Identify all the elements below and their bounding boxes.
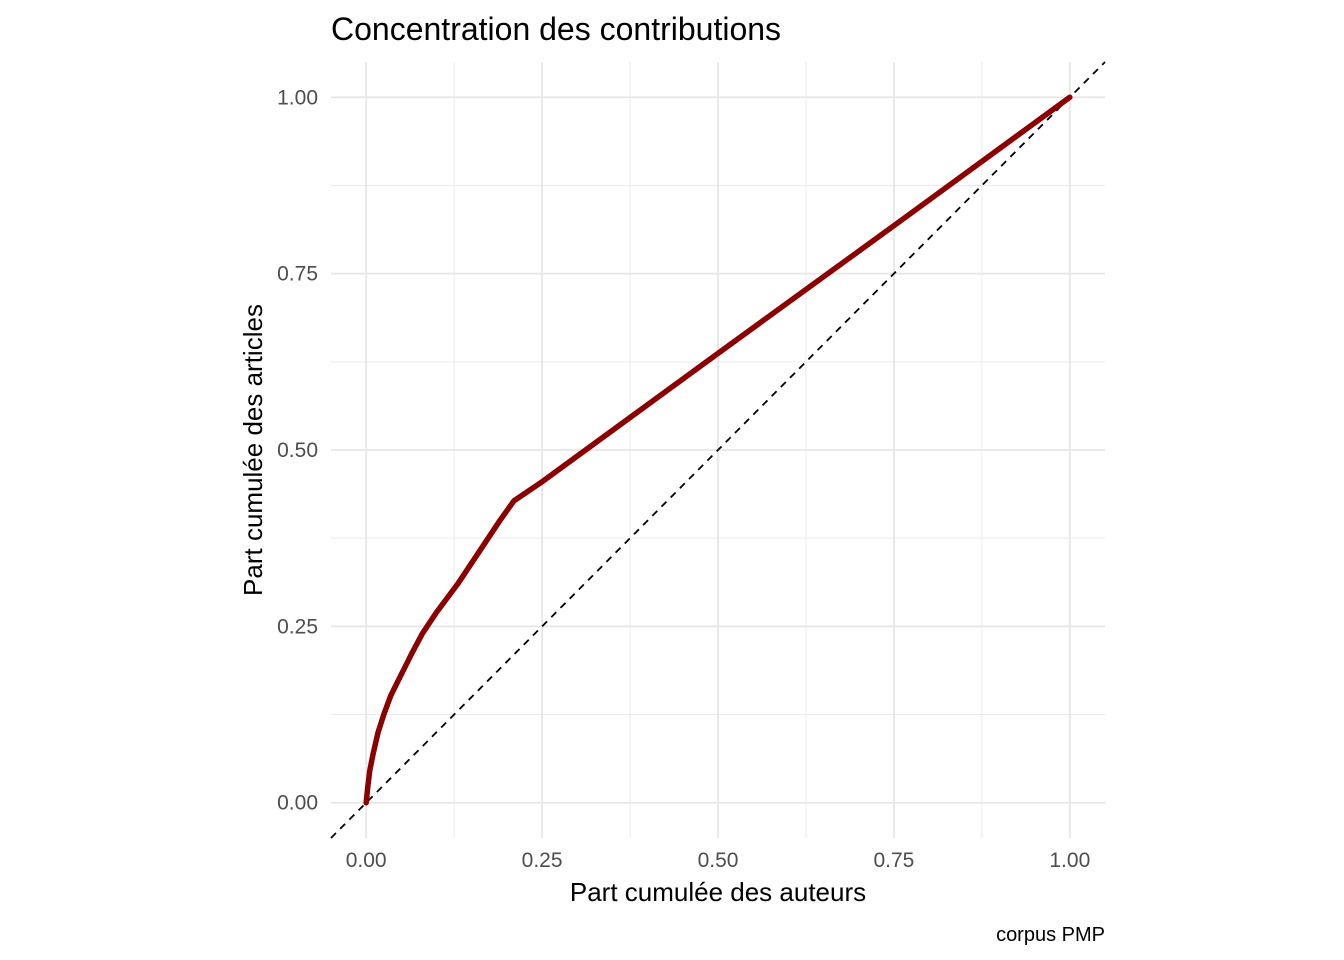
x-tick-label: 0.50	[698, 849, 739, 872]
chart-caption: corpus PMP	[996, 924, 1105, 946]
x-tick-label: 0.25	[522, 849, 563, 872]
x-tick-label: 0.75	[873, 849, 914, 872]
chart-title: Concentration des contributions	[331, 11, 781, 47]
y-tick-labels: 0.00 0.25 0.50 0.75 1.00	[277, 86, 318, 814]
x-tick-label: 1.00	[1049, 849, 1090, 872]
y-tick-label: 0.25	[277, 615, 318, 638]
grid-major	[331, 62, 1105, 838]
x-tick-labels: 0.00 0.25 0.50 0.75 1.00	[346, 849, 1091, 872]
y-tick-label: 1.00	[277, 86, 318, 109]
x-tick-label: 0.00	[346, 849, 387, 872]
y-axis-label: Part cumulée des articles	[238, 304, 268, 596]
series-layer	[363, 94, 1073, 806]
y-tick-label: 0.75	[277, 263, 318, 286]
concentration-curve	[363, 94, 1073, 806]
y-tick-label: 0.00	[277, 792, 318, 815]
y-tick-label: 0.50	[277, 439, 318, 462]
reference-diagonal-line	[330, 61, 1106, 839]
reference-line-layer	[330, 61, 1106, 839]
x-axis-label: Part cumulée des auteurs	[570, 877, 866, 907]
